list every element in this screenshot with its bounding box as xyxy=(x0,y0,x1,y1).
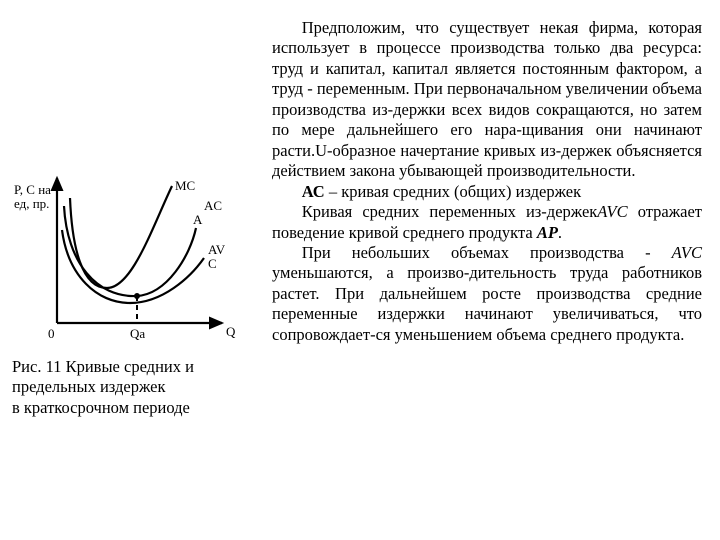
svg-text:P, C на: P, C на xyxy=(14,182,51,197)
figure-column: P, C наед, пр. 0 Qа Q MC ACA AVC Рис. 11 Кривы… xyxy=(12,18,262,418)
term-ac: АС xyxy=(302,182,325,201)
svg-text:A: A xyxy=(193,212,203,227)
caption-line: предельных издержек xyxy=(12,377,166,396)
term-avc: AVC xyxy=(597,202,627,221)
svg-text:ед, пр.: ед, пр. xyxy=(14,196,49,211)
paragraph: – кривая средних (общих) издержек xyxy=(325,182,581,201)
term-avc: AVC xyxy=(672,243,702,262)
caption-line: Рис. 11 Кривые средних и xyxy=(12,357,194,376)
svg-text:Q: Q xyxy=(226,324,236,339)
svg-text:C: C xyxy=(208,256,217,271)
paragraph: уменьшаются, а произво-дительность труда… xyxy=(272,263,702,343)
paragraph: При небольших объемах производства - xyxy=(302,243,672,262)
body-text: Предположим, что существует некая фирма,… xyxy=(272,18,702,418)
svg-text:MC: MC xyxy=(175,178,195,193)
paragraph: Кривая средних переменных из-держек xyxy=(302,202,598,221)
cost-curves-chart: P, C наед, пр. 0 Qа Q MC ACA AVC xyxy=(12,168,242,343)
svg-text:AC: AC xyxy=(204,198,222,213)
caption-line: в краткосрочном периоде xyxy=(12,398,190,417)
paragraph: . xyxy=(558,223,562,242)
svg-text:Qа: Qа xyxy=(130,326,145,341)
term-ap: АР xyxy=(537,223,558,242)
svg-text:AV: AV xyxy=(208,242,226,257)
figure-caption: Рис. 11 Кривые средних и предельных изде… xyxy=(12,357,257,418)
paragraph: Предположим, что существует некая фирма,… xyxy=(272,18,702,180)
svg-text:0: 0 xyxy=(48,326,55,341)
